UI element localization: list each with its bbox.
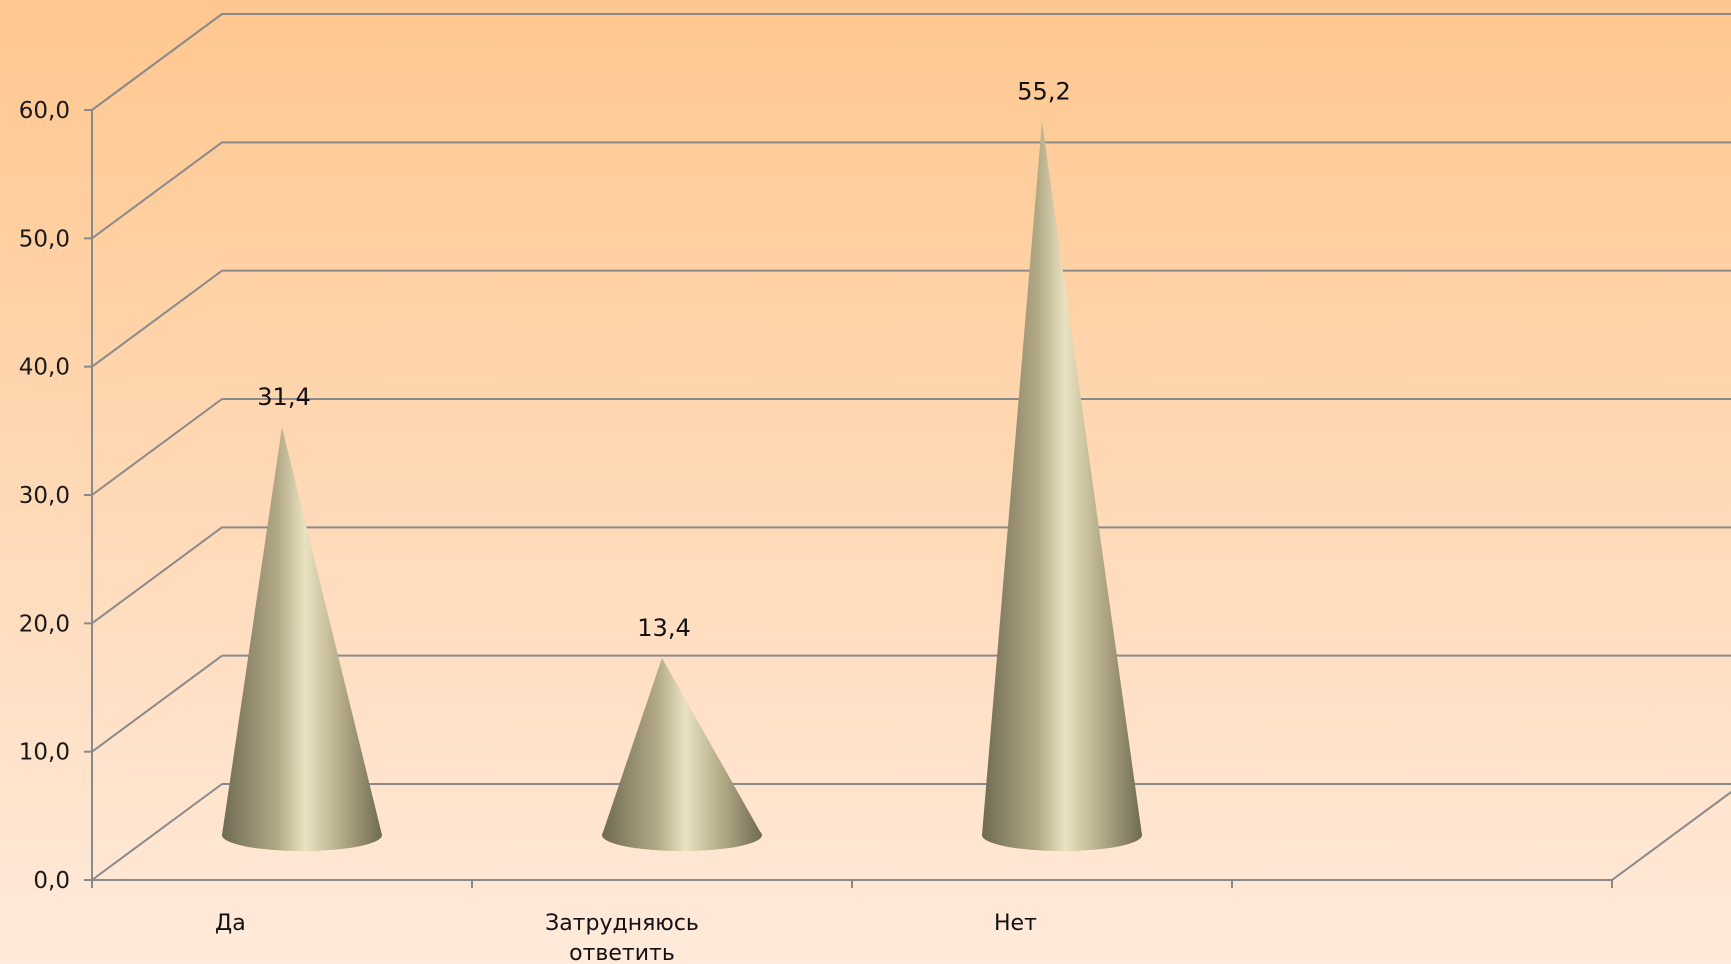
y-tick-label: 40,0 xyxy=(19,355,70,381)
cone-bar xyxy=(222,427,382,851)
x-tick-label-line: ответить xyxy=(569,941,675,964)
y-tick-label: 30,0 xyxy=(19,483,70,509)
axes xyxy=(84,13,1613,888)
y-tick-label: 10,0 xyxy=(19,740,70,766)
data-label: 55,2 xyxy=(1017,78,1070,106)
gridline-diagonal xyxy=(91,398,223,496)
x-tick-label-line: Да xyxy=(215,911,246,936)
y-tick-label: 50,0 xyxy=(19,226,70,252)
cone-bar xyxy=(602,658,762,851)
y-tick-label: 20,0 xyxy=(19,611,70,637)
x-tick-label: Нет xyxy=(994,911,1037,936)
cone-body xyxy=(222,427,382,851)
y-axis-top-diagonal xyxy=(91,13,223,111)
gridline-diagonal xyxy=(91,654,223,753)
gridline-diagonal xyxy=(91,526,223,625)
gridlines xyxy=(91,13,1731,881)
x-tick-label: Да xyxy=(215,911,246,936)
x-tick-label-line: Затрудняюсь xyxy=(545,911,699,936)
gridline-diagonal xyxy=(91,269,223,368)
cones xyxy=(222,121,1142,852)
x-tick-label: Затрудняюсь ответить xyxy=(545,911,699,964)
y-tick-label: 0,0 xyxy=(33,868,70,894)
data-label: 31,4 xyxy=(257,383,310,411)
cone-body xyxy=(602,658,762,851)
x-tick-label-line: Нет xyxy=(994,911,1037,936)
data-label: 13,4 xyxy=(637,614,690,642)
gridline-diagonal xyxy=(91,141,223,240)
gridline-diagonal xyxy=(91,783,223,881)
cone-bar xyxy=(982,121,1142,852)
floor-right-edge xyxy=(1611,790,1731,881)
cone-body xyxy=(982,121,1142,852)
y-tick-label: 60,0 xyxy=(19,98,70,124)
labels: 0,0 10,0 20,0 30,0 40,0 50,0 60,0 31,4 Да 13,4 Зат… xyxy=(19,78,1071,964)
